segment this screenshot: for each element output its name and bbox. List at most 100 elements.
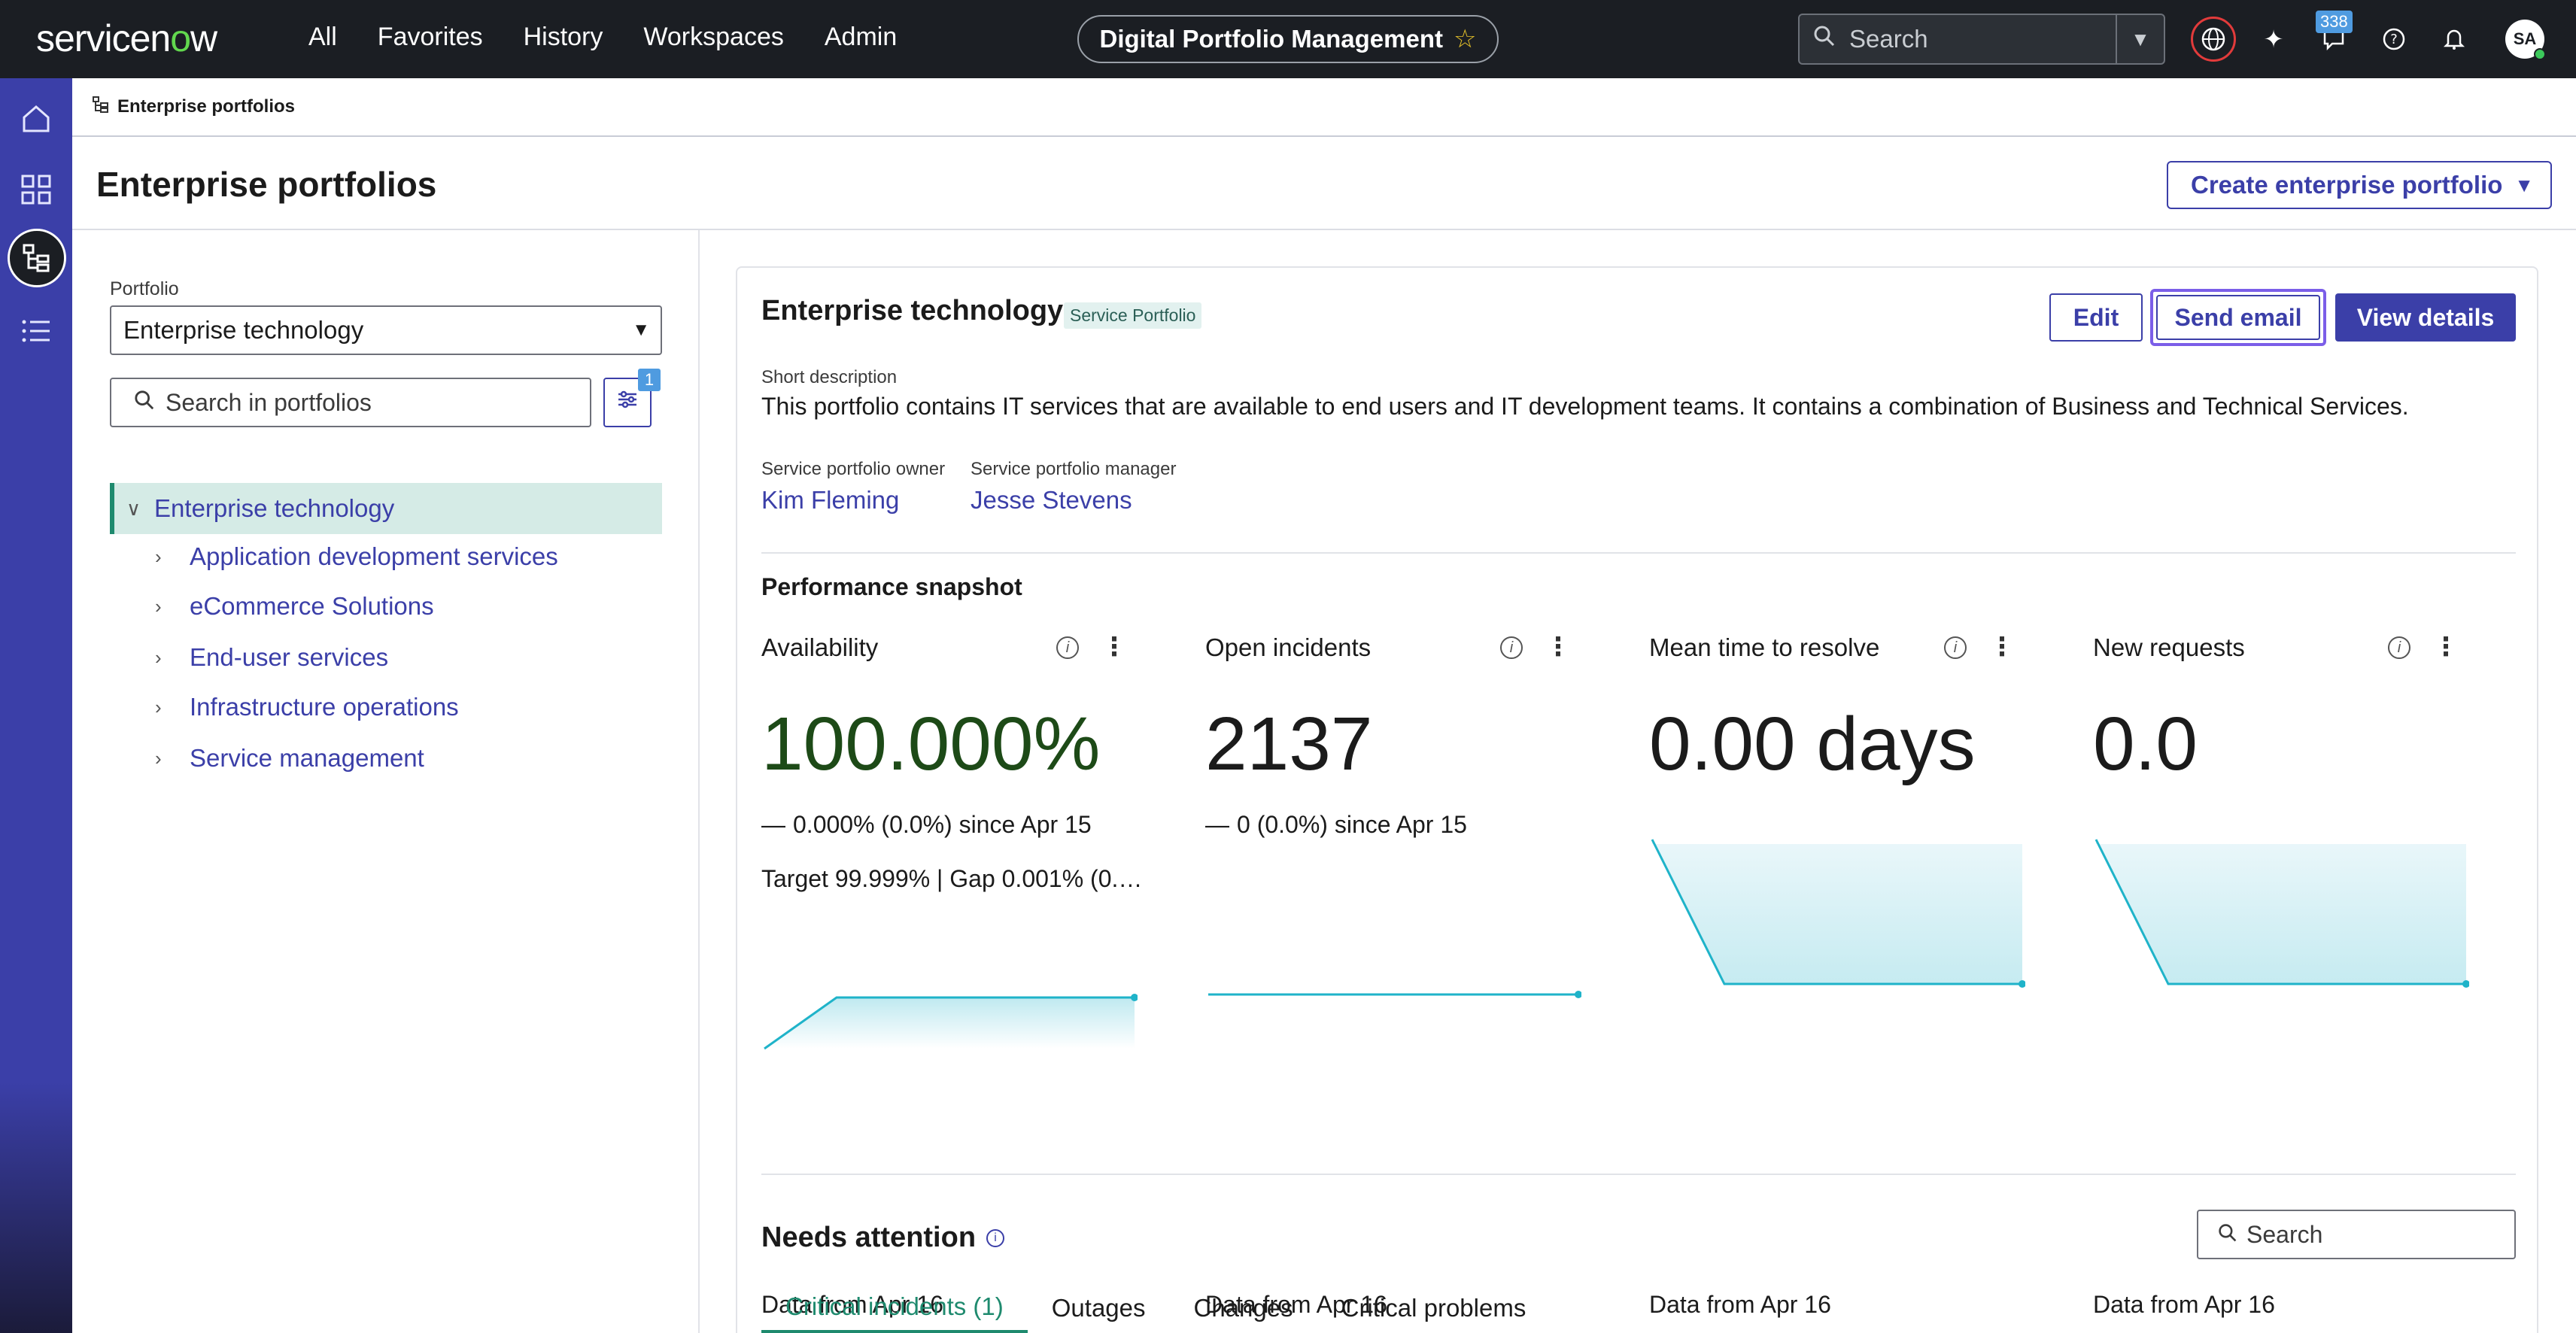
- tab-changes[interactable]: Changes: [1193, 1294, 1293, 1322]
- performance-snapshot-title: Performance snapshot: [761, 573, 1022, 600]
- metric-availability: Availability i ⋮ 100.000% — 0.000% (0.0%)…: [737, 633, 1159, 1318]
- tree-item[interactable]: › End-user services: [155, 635, 388, 680]
- search-scope-dropdown[interactable]: ▼: [2116, 15, 2164, 63]
- create-button-label: Create enterprise portfolio: [2191, 171, 2503, 199]
- more-options-icon[interactable]: ⋮: [1545, 633, 1571, 661]
- metric-delta-text: 0.000% (0.0%) since Apr 15: [793, 811, 1092, 838]
- tree-item-label[interactable]: Infrastructure operations: [190, 693, 459, 721]
- metric-footer: Data from Apr 16: [761, 1291, 943, 1318]
- portfolio-tree-icon[interactable]: [8, 229, 66, 287]
- chevron-down-icon[interactable]: ∨: [126, 496, 141, 520]
- portfolio-title: Enterprise technology: [761, 295, 1064, 326]
- tree-item[interactable]: › Infrastructure operations: [155, 685, 459, 730]
- tree-item[interactable]: › eCommerce Solutions: [155, 584, 434, 629]
- info-icon[interactable]: i: [2388, 636, 2410, 659]
- chat-icon[interactable]: [2313, 18, 2355, 60]
- tree-item-label[interactable]: Service management: [190, 744, 424, 772]
- metric-title: New requests: [2093, 633, 2245, 661]
- view-details-button[interactable]: View details: [2335, 293, 2516, 342]
- metric-new-requests: New requests i ⋮ 0.0 Data from Apr 16: [2069, 633, 2490, 1318]
- online-status-dot: [2534, 48, 2546, 60]
- chevron-down-icon[interactable]: ▼: [2514, 173, 2534, 196]
- globe-icon[interactable]: [2191, 17, 2236, 62]
- workspace-title-pill[interactable]: Digital Portfolio Management ☆: [1077, 15, 1499, 63]
- portfolio-select[interactable]: Enterprise technology ▼: [110, 305, 662, 355]
- global-search[interactable]: Search ▼: [1798, 14, 2165, 65]
- search-icon: [2218, 1221, 2237, 1249]
- portfolio-detail-card: Enterprise technology Service Portfolio …: [736, 266, 2538, 1333]
- breadcrumb-item[interactable]: Enterprise portfolios: [117, 96, 296, 117]
- tab-critical-problems[interactable]: Critical problems: [1341, 1294, 1526, 1322]
- bell-icon[interactable]: [2433, 18, 2475, 60]
- tree-item-label[interactable]: End-user services: [190, 643, 389, 671]
- tab-outages[interactable]: Outages: [1051, 1294, 1146, 1322]
- owner-link[interactable]: Kim Fleming: [761, 486, 900, 514]
- info-icon[interactable]: i: [1944, 636, 1967, 659]
- sparkle-icon[interactable]: ✦: [2263, 26, 2284, 53]
- nav-favorites[interactable]: Favorites: [377, 23, 483, 51]
- avatar[interactable]: SA: [2505, 20, 2546, 60]
- star-icon[interactable]: ☆: [1454, 25, 1477, 53]
- svg-text:?: ?: [2390, 32, 2398, 47]
- nav-history[interactable]: History: [523, 23, 603, 51]
- sparkline-point: [2019, 980, 2025, 988]
- chevron-right-icon[interactable]: ›: [155, 545, 162, 568]
- tab-critical-incidents[interactable]: Critical incidents (1): [761, 1283, 1028, 1333]
- tree-item-enterprise-technology[interactable]: ∨ Enterprise technology: [110, 483, 662, 534]
- needs-attention-search-input[interactable]: Search: [2197, 1210, 2516, 1259]
- manager-link[interactable]: Jesse Stevens: [971, 486, 1132, 514]
- create-enterprise-portfolio-button[interactable]: Create enterprise portfolio ▼: [2167, 161, 2552, 209]
- tree-item[interactable]: › Application development services: [155, 534, 558, 579]
- short-description: This portfolio contains IT services that…: [761, 393, 2409, 420]
- needs-search-placeholder: Search: [2246, 1220, 2323, 1248]
- sparkline-point: [1131, 994, 1138, 1001]
- tree-item-label[interactable]: eCommerce Solutions: [190, 592, 434, 620]
- chevron-right-icon[interactable]: ›: [155, 645, 162, 669]
- metric-title: Mean time to resolve: [1649, 633, 1880, 661]
- nav-admin[interactable]: Admin: [824, 23, 898, 51]
- global-search-input[interactable]: Search: [1849, 25, 1928, 53]
- chevron-right-icon[interactable]: ›: [155, 746, 162, 770]
- metric-value: 2137: [1205, 702, 1373, 786]
- sparkline-line: [764, 996, 1135, 1050]
- tree-item-label[interactable]: Application development services: [190, 542, 558, 570]
- availability-sparkline: [764, 994, 1138, 1050]
- grid-icon[interactable]: [14, 167, 59, 212]
- info-icon[interactable]: i: [1500, 636, 1523, 659]
- tree-item[interactable]: › Service management: [155, 736, 424, 781]
- metric-footer: Data from Apr 16: [1649, 1291, 1831, 1318]
- chevron-right-icon[interactable]: ›: [155, 695, 162, 718]
- nav-all[interactable]: All: [308, 23, 337, 51]
- more-options-icon[interactable]: ⋮: [1101, 633, 1127, 661]
- portfolio-search-input[interactable]: Search in portfolios: [110, 378, 591, 427]
- metric-open-incidents: Open incidents i ⋮ 2137 — 0 (0.0%) since …: [1181, 633, 1602, 1318]
- list-icon[interactable]: [14, 308, 59, 354]
- more-options-icon[interactable]: ⋮: [2433, 633, 2459, 661]
- open-incidents-sparkline: [1208, 991, 1581, 998]
- portfolio-search-placeholder: Search in portfolios: [166, 388, 372, 416]
- primary-nav: All Favorites History Workspaces Admin: [308, 23, 937, 52]
- metric-footer: Data from Apr 16: [1205, 1291, 1387, 1318]
- info-icon[interactable]: i: [986, 1228, 1005, 1247]
- page-header: Enterprise portfolios Create enterprise …: [72, 137, 2576, 230]
- info-icon[interactable]: i: [1056, 636, 1079, 659]
- chevron-right-icon[interactable]: ›: [155, 594, 162, 618]
- short-description-label: Short description: [761, 367, 898, 387]
- manager-label: Service portfolio manager: [971, 459, 1177, 479]
- nav-workspaces[interactable]: Workspaces: [643, 23, 784, 51]
- portfolio-select-value: Enterprise technology: [123, 316, 364, 344]
- edit-button[interactable]: Edit: [2049, 293, 2143, 342]
- chevron-down-icon: ▼: [632, 320, 650, 340]
- sparkline-point: [2462, 980, 2469, 988]
- top-navigation-bar: servicenow All Favorites History Workspa…: [0, 0, 2576, 78]
- send-email-button[interactable]: Send email: [2156, 295, 2320, 340]
- portfolio-type-tag: Service Portfolio: [1064, 302, 1202, 329]
- home-icon[interactable]: [14, 96, 59, 141]
- metric-value: 100.000%: [761, 702, 1101, 786]
- servicenow-logo[interactable]: servicenow: [36, 17, 217, 59]
- help-icon[interactable]: ?: [2373, 18, 2415, 60]
- filter-button[interactable]: [603, 378, 652, 427]
- more-options-icon[interactable]: ⋮: [1989, 633, 2015, 661]
- breadcrumb: Enterprise portfolios: [72, 78, 2576, 137]
- mttr-sparkline: [1651, 839, 2025, 988]
